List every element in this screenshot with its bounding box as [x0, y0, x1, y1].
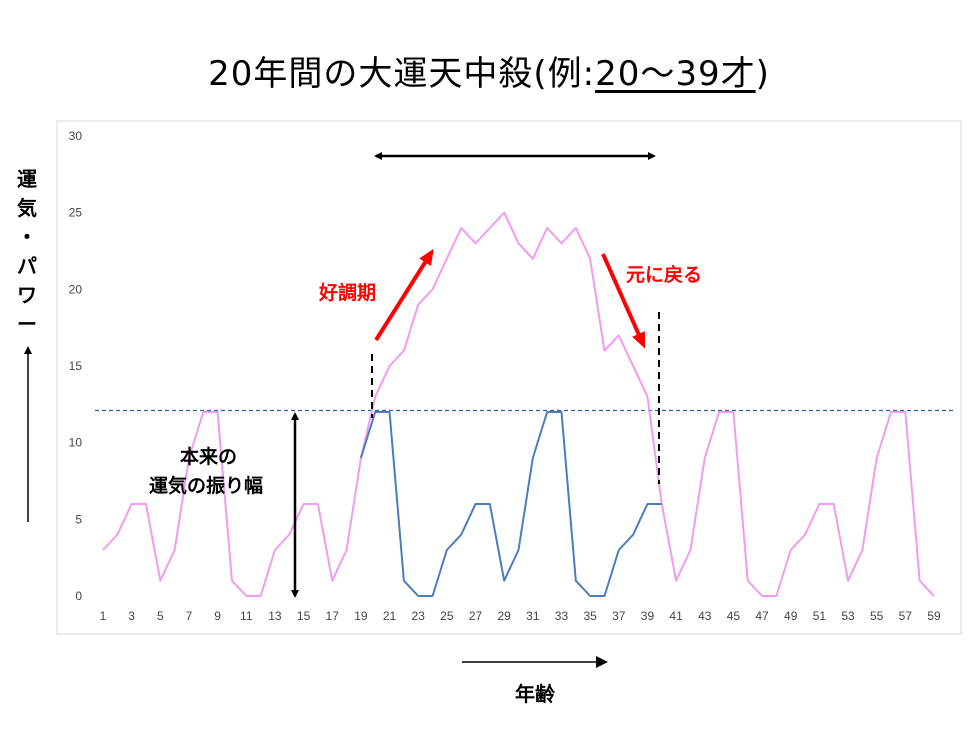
- x-axis-ticks: 1 3 5 7 9 11 13 15 17 19 21 23 25 27 29 31 33 35 37 39 41 43 4…: [100, 609, 941, 623]
- x-tick-label: 37: [612, 609, 626, 623]
- x-tick-label: 29: [497, 609, 511, 623]
- y-tick-label: 25: [69, 206, 83, 220]
- y-axis-label-char: 気: [17, 196, 37, 220]
- y-axis-ticks: 0 5 10 15 20 25 30: [69, 129, 83, 603]
- x-tick-label: 5: [157, 609, 164, 623]
- return-annotation: 元に戻る: [626, 263, 702, 286]
- y-tick-label: 20: [69, 282, 83, 296]
- x-tick-label: 23: [412, 609, 426, 623]
- x-tick-label: 3: [128, 609, 135, 623]
- y-tick-label: 30: [69, 129, 83, 143]
- series-group: [102, 211, 935, 597]
- x-tick-label: 9: [214, 609, 221, 623]
- x-tick-label: 13: [268, 609, 282, 623]
- x-tick-label: 35: [583, 609, 597, 623]
- title-close: ): [755, 54, 770, 94]
- y-axis-label-text: 運気・パワー: [12, 165, 42, 339]
- amplitude-annotation-line1: 本来の: [180, 445, 237, 468]
- title-example-range: 20〜39才: [595, 54, 756, 94]
- rise-arrow: [374, 248, 434, 342]
- x-tick-label: 19: [354, 609, 368, 623]
- y-tick-label: 5: [75, 512, 82, 526]
- y-axis-label-char: 運: [17, 167, 37, 191]
- x-tick-label: 49: [784, 609, 798, 623]
- x-tick-label: 7: [186, 609, 193, 623]
- x-tick-label: 25: [440, 609, 454, 623]
- y-axis-label: 運気・パワー: [12, 165, 42, 339]
- x-tick-label: 47: [755, 609, 769, 623]
- y-tick-label: 15: [69, 359, 83, 373]
- plot-area-border: [56, 120, 962, 635]
- title-main: 20年間の大運天中殺(例:: [208, 54, 596, 94]
- x-tick-label: 15: [297, 609, 311, 623]
- x-tick-label: 31: [526, 609, 540, 623]
- x-axis-label: 年齢: [515, 682, 555, 706]
- series-actual-line: [359, 411, 662, 597]
- y-axis-label-char: パ: [17, 254, 37, 278]
- x-tick-label: 59: [927, 609, 941, 623]
- y-tick-label: 10: [69, 436, 83, 450]
- x-tick-label: 39: [641, 609, 655, 623]
- y-axis-label-char: ・: [17, 225, 37, 249]
- y-axis-label-char: ー: [17, 312, 37, 336]
- x-tick-label: 41: [669, 609, 683, 623]
- x-tick-label: 53: [841, 609, 855, 623]
- rise-annotation: 好調期: [318, 281, 376, 304]
- x-tick-label: 11: [240, 609, 253, 623]
- x-tick-label: 21: [383, 609, 397, 623]
- x-tick-label: 57: [899, 609, 913, 623]
- y-axis-label-char: ワ: [17, 283, 37, 307]
- x-tick-label: 27: [469, 609, 483, 623]
- x-tick-label: 17: [326, 609, 340, 623]
- x-tick-label: 43: [698, 609, 712, 623]
- x-tick-label: 55: [870, 609, 884, 623]
- x-tick-label: 33: [555, 609, 569, 623]
- amplitude-annotation-line2: 運気の振り幅: [149, 474, 263, 497]
- x-tick-label: 45: [727, 609, 741, 623]
- chart-title: 20年間の大運天中殺(例:20〜39才): [0, 46, 978, 95]
- series-potential-line: [102, 211, 935, 597]
- x-tick-label: 1: [100, 609, 107, 623]
- fall-arrow: [601, 253, 646, 349]
- x-tick-label: 51: [813, 609, 827, 623]
- y-tick-label: 0: [75, 589, 82, 603]
